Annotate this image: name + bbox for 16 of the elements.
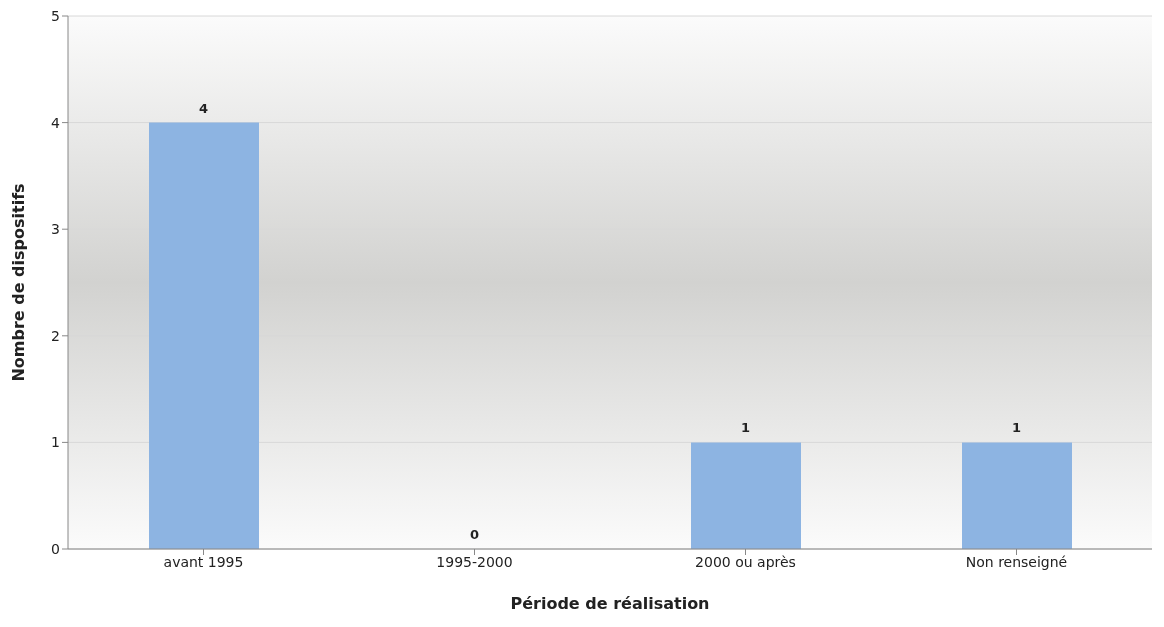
y-axis-title: Nombre de dispositifs [8,183,28,382]
data-label: 0 [469,527,480,542]
y-tick-label: 1 [51,434,60,451]
y-tick-label: 3 [51,221,60,238]
data-label: 4 [198,100,209,116]
x-tick-label: avant 1995 [163,553,244,570]
y-tick-label: 2 [51,327,60,344]
x-tick-label: Non renseigné [965,553,1068,570]
y-tick-label: 0 [51,540,60,557]
data-label: 1 [1011,420,1022,436]
y-tick-label: 4 [51,114,61,131]
x-tick-label: 2000 ou après [695,553,796,570]
x-axis-title: Période de réalisation [510,594,710,613]
data-label: 1 [740,420,751,436]
x-tick-label: 1995-2000 [436,553,513,570]
y-tick-label: 5 [51,7,60,24]
